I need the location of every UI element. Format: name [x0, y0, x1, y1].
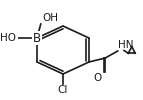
Text: O: O — [93, 73, 101, 83]
Text: B: B — [33, 32, 41, 44]
Text: HN: HN — [118, 40, 133, 50]
Text: Cl: Cl — [58, 85, 68, 95]
Text: HO: HO — [0, 33, 16, 43]
Text: OH: OH — [42, 13, 58, 23]
